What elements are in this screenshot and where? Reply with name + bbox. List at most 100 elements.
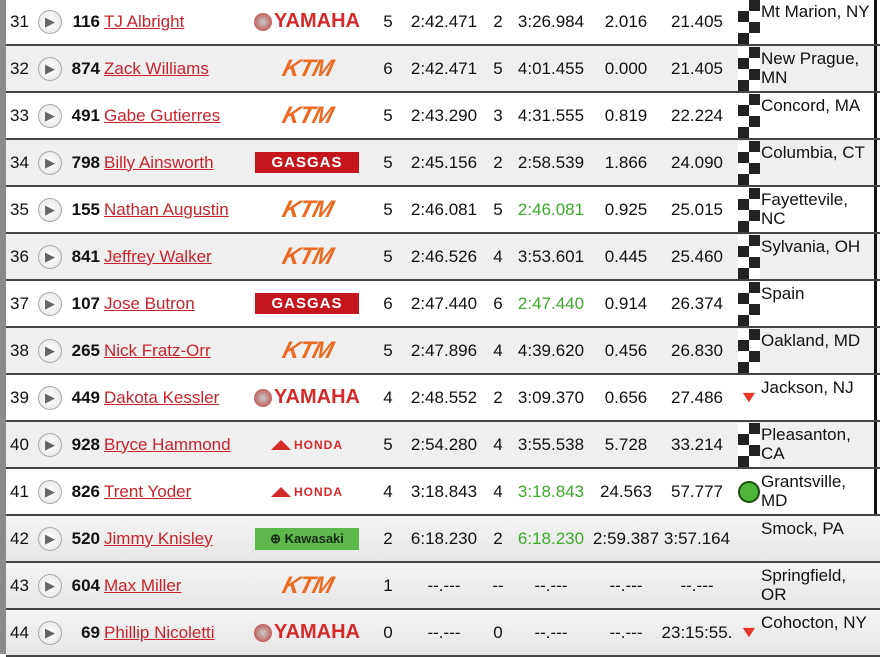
best-lap-number: 2 — [493, 387, 503, 407]
best-lap-number: 2 — [493, 528, 503, 548]
last-lap: 2:47.440 — [517, 293, 585, 313]
rider-name-link[interactable]: Nathan Augustin — [104, 199, 229, 219]
best-lap: --.--- — [427, 622, 461, 642]
brand-logo: ⊕ Kawasaki — [255, 516, 359, 561]
rider-name-link[interactable]: Billy Ainsworth — [104, 152, 214, 172]
chevron-right-icon: ▶ — [38, 432, 62, 457]
expand-button[interactable]: ▶ — [38, 563, 62, 608]
green-dot-icon — [738, 480, 760, 503]
brand-logo: HONDA — [255, 422, 359, 467]
expand-button[interactable]: ▶ — [38, 422, 62, 467]
expand-button[interactable]: ▶ — [38, 140, 62, 185]
rider-name-link[interactable]: Dakota Kessler — [104, 387, 220, 407]
gap: --.--- — [609, 575, 643, 595]
best-lap-number: 2 — [493, 152, 503, 172]
expand-button[interactable]: ▶ — [38, 234, 62, 279]
ktm-logo: KTM — [279, 336, 336, 364]
best-lap-number: 4 — [493, 246, 503, 266]
chevron-right-icon: ▶ — [38, 244, 62, 269]
column-divider — [874, 187, 877, 232]
position: 43 — [10, 575, 29, 595]
best-lap: 2:43.290 — [410, 105, 478, 125]
brand-logo: KTM — [255, 93, 359, 138]
column-divider — [874, 234, 877, 279]
hometown: Pleasanton, CA — [761, 425, 851, 463]
status-icon — [737, 187, 761, 232]
rider-name-link[interactable]: Zack Williams — [104, 58, 209, 78]
gap: 0.925 — [604, 199, 648, 219]
hometown: Concord, MA — [761, 96, 861, 115]
expand-button[interactable]: ▶ — [38, 516, 62, 561]
status-icon — [737, 328, 761, 373]
checkered-flag-icon — [738, 187, 760, 232]
brand-logo: KTM — [255, 46, 359, 91]
expand-button[interactable]: ▶ — [38, 328, 62, 373]
rider-name-link[interactable]: Gabe Gutierres — [104, 105, 221, 125]
diff: 23:15:55. — [661, 622, 733, 642]
column-divider — [874, 140, 877, 185]
column-divider — [874, 422, 877, 467]
last-lap: --.--- — [534, 575, 568, 595]
last-lap: 3:09.370 — [517, 387, 585, 407]
chevron-right-icon: ▶ — [38, 573, 62, 598]
diff: 33.214 — [671, 434, 723, 454]
position: 34 — [10, 152, 29, 172]
best-lap-number: 6 — [493, 293, 503, 313]
status-icon: ▼ — [737, 610, 761, 655]
expand-button[interactable]: ▶ — [38, 187, 62, 232]
last-lap: 6:18.230 — [517, 528, 585, 548]
hometown: Sylvania, OH — [761, 237, 861, 256]
rider-name-link[interactable]: Jimmy Knisley — [104, 528, 213, 548]
rider-name-link[interactable]: TJ Albright — [104, 11, 185, 31]
chevron-right-icon: ▶ — [38, 9, 62, 34]
laps: 1 — [383, 575, 393, 595]
hometown: Spain — [761, 284, 805, 303]
expand-button[interactable]: ▶ — [38, 93, 62, 138]
expand-button[interactable]: ▶ — [38, 46, 62, 91]
rider-name-link[interactable]: Bryce Hammond — [104, 434, 231, 454]
position: 31 — [10, 11, 29, 31]
brand-logo: GASGAS — [255, 140, 359, 185]
best-lap: 2:46.526 — [410, 246, 478, 266]
rider-name-link[interactable]: Jose Butron — [104, 293, 195, 313]
laps: 5 — [383, 246, 393, 266]
hometown: Smock, PA — [761, 519, 844, 538]
rider-name-link[interactable]: Phillip Nicoletti — [104, 622, 215, 642]
brand-logo: GASGAS — [255, 281, 359, 326]
expand-button[interactable]: ▶ — [38, 0, 62, 44]
laps: 5 — [383, 434, 393, 454]
rider-number: 155 — [71, 199, 100, 219]
gap: 0.656 — [604, 387, 648, 407]
gap: 2:59.387 — [592, 528, 660, 548]
last-lap: 2:46.081 — [517, 199, 585, 219]
best-lap: 2:42.471 — [410, 11, 478, 31]
expand-button[interactable]: ▶ — [38, 281, 62, 326]
expand-button[interactable]: ▶ — [38, 610, 62, 655]
rider-name-link[interactable]: Max Miller — [104, 575, 182, 595]
ktm-logo: KTM — [279, 571, 336, 599]
column-divider — [874, 328, 877, 373]
laps: 6 — [383, 293, 393, 313]
rider-number: 928 — [71, 434, 100, 454]
hometown: Mt Marion, NY — [761, 2, 870, 21]
expand-button[interactable]: ▶ — [38, 375, 62, 420]
rider-name-link[interactable]: Nick Fratz-Orr — [104, 340, 211, 360]
checkered-flag-icon — [738, 140, 760, 185]
rider-name-link[interactable]: Jeffrey Walker — [104, 246, 212, 266]
hometown: New Prague, MN — [761, 49, 860, 87]
expand-button[interactable]: ▶ — [38, 469, 62, 514]
best-lap-number: 5 — [493, 58, 503, 78]
last-lap: 3:18.843 — [517, 481, 585, 501]
diff: 21.405 — [671, 11, 723, 31]
checkered-flag-icon — [738, 0, 760, 44]
checkered-flag-icon — [738, 422, 760, 467]
laps: 4 — [383, 481, 393, 501]
rider-number: 69 — [81, 622, 100, 642]
brand-logo: YAMAHA — [254, 0, 360, 44]
yamaha-logo: YAMAHA — [254, 10, 360, 33]
hometown: Columbia, CT — [761, 143, 865, 162]
brand-logo: KTM — [255, 187, 359, 232]
rider-name-link[interactable]: Trent Yoder — [104, 481, 192, 501]
chevron-right-icon: ▶ — [38, 526, 62, 551]
table-row: 39 ▶ 449 Dakota Kessler YAMAHA 4 2:48.55… — [6, 375, 880, 422]
